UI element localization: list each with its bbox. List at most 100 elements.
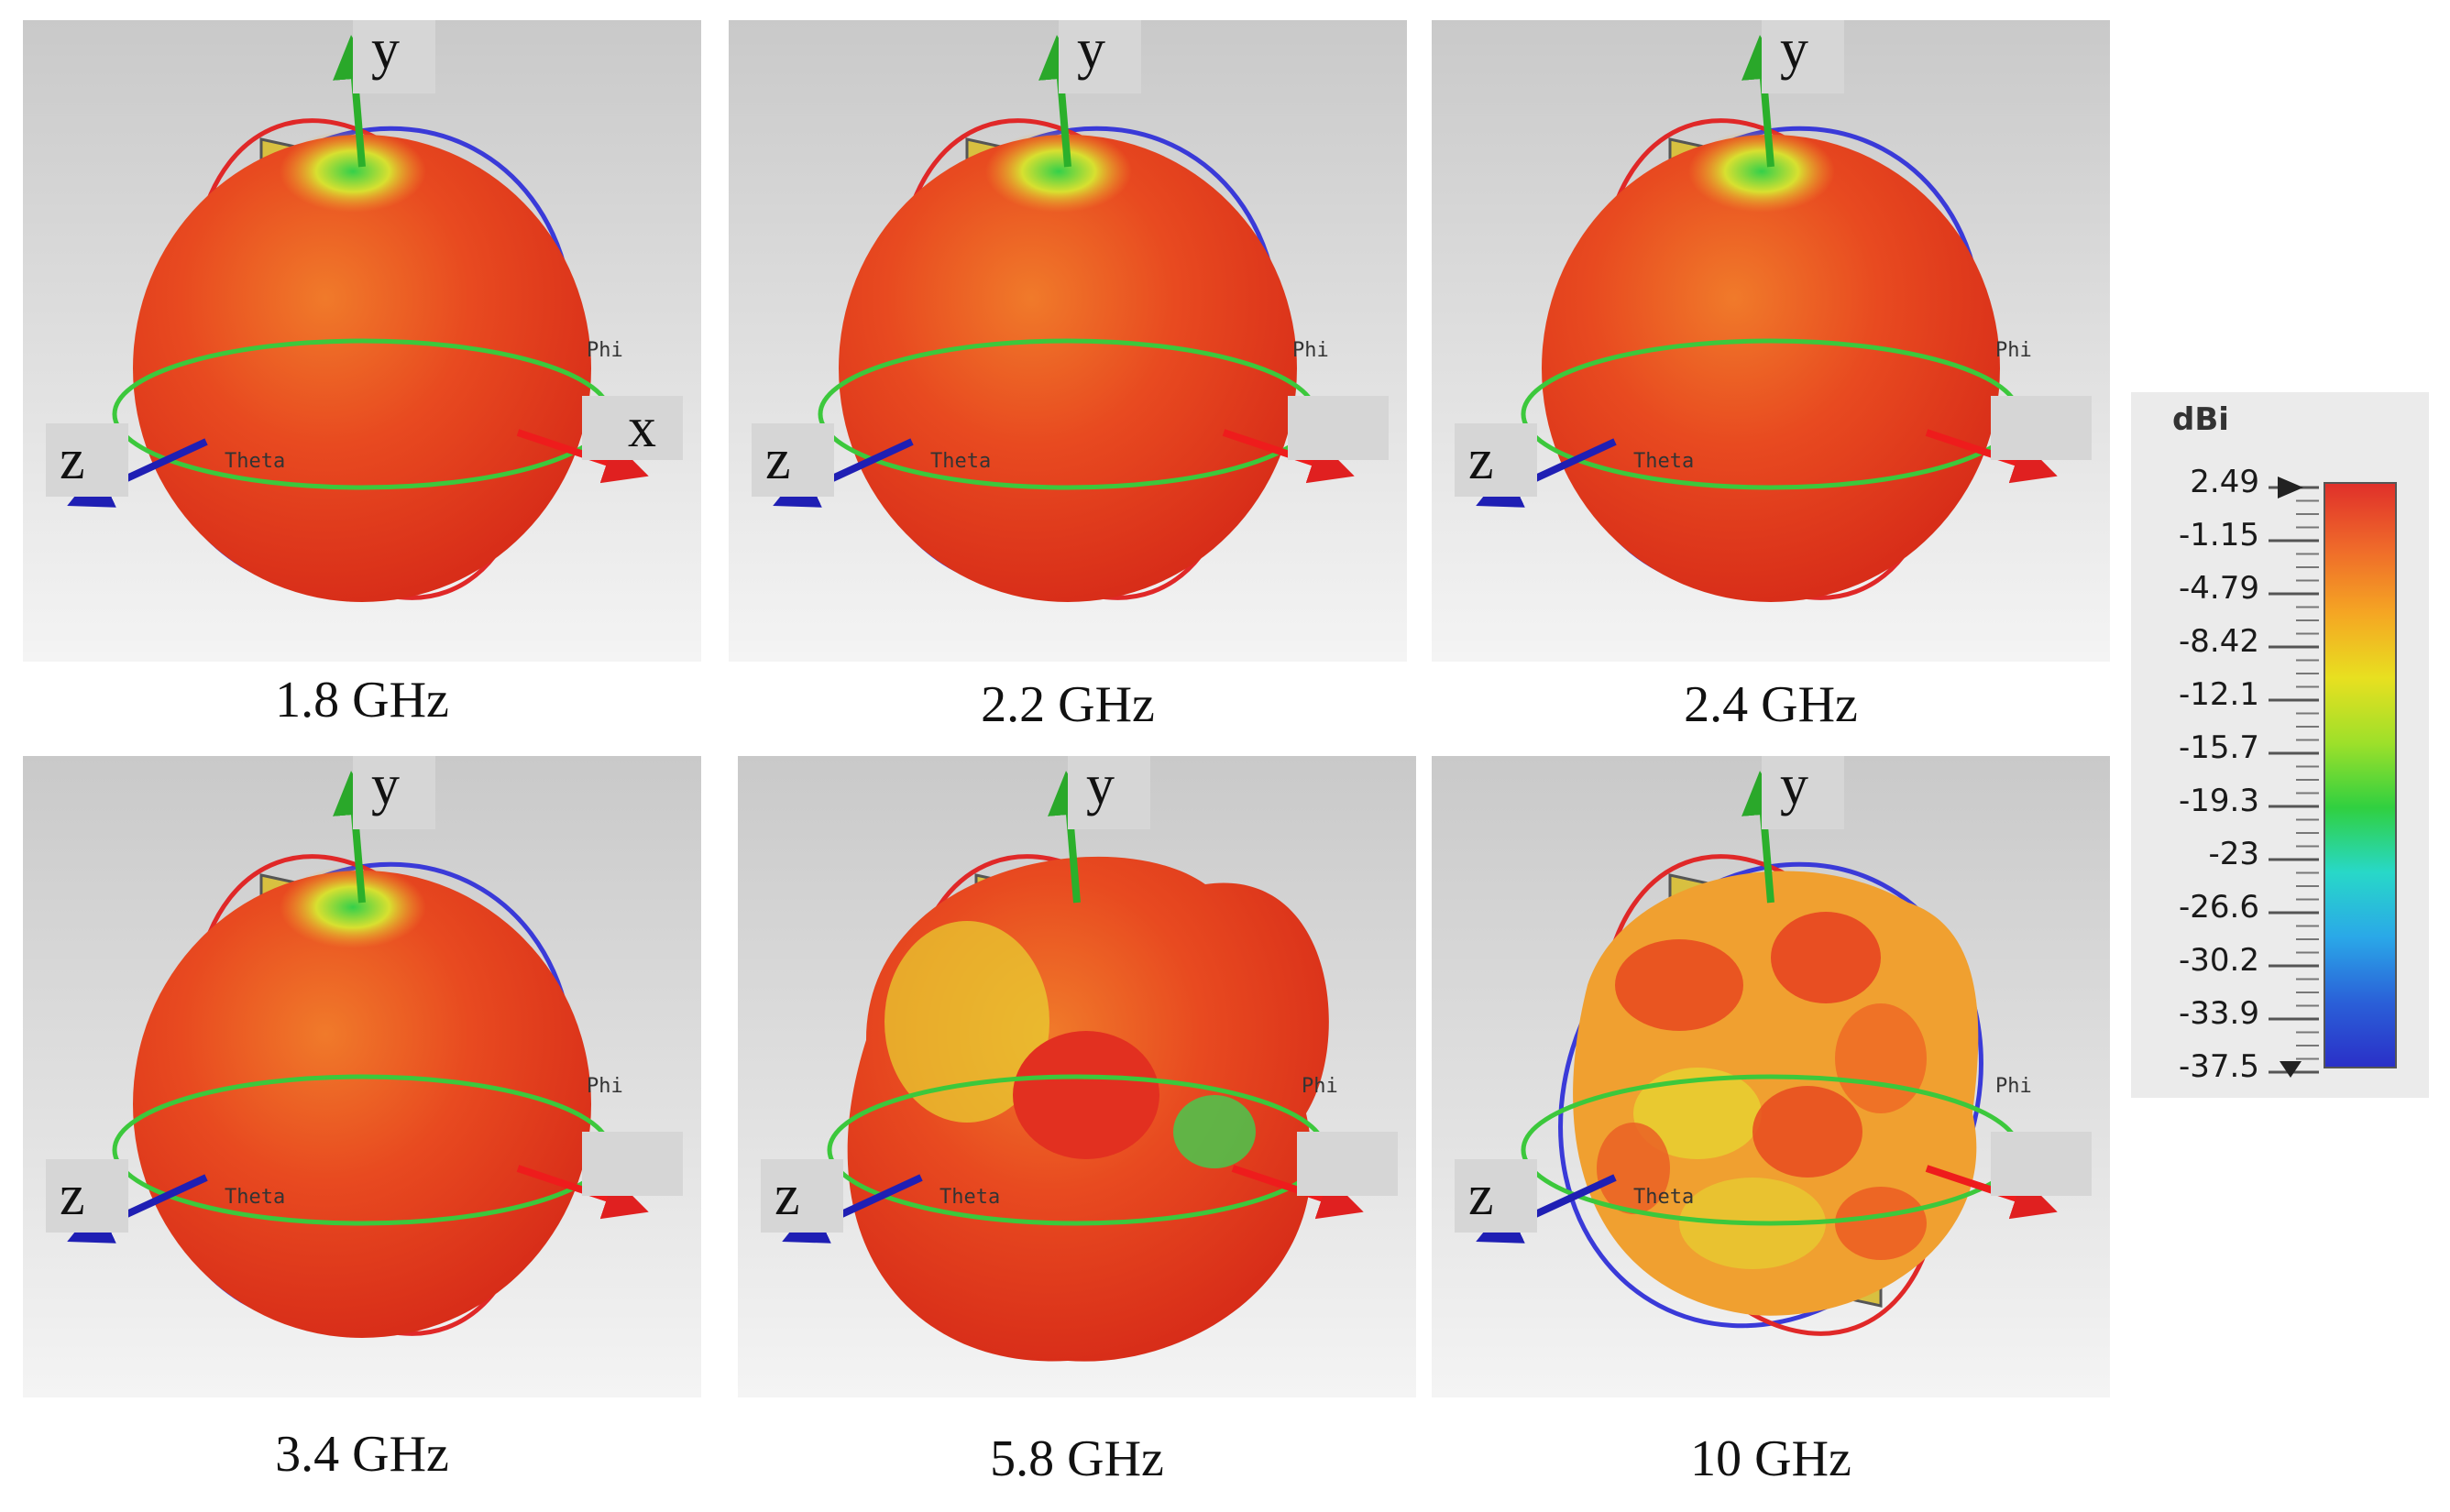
y-axis-label: y (371, 756, 400, 816)
z-axis-label: z (1468, 1165, 1494, 1227)
legend-tick: -23 (2208, 836, 2259, 872)
panel-caption-2: 2.2 GHz (981, 676, 1155, 733)
panel-caption-5: 5.8 GHz (990, 1430, 1164, 1487)
pattern-plot-1: y z x Theta Phi (23, 20, 701, 662)
legend-tick: -33.9 (2179, 995, 2259, 1032)
legend-color-bar (2324, 482, 2397, 1068)
pattern-lobe-region (1597, 1123, 1670, 1214)
panel-caption-6: 10 GHz (1690, 1430, 1851, 1487)
pattern-lobe-region (1615, 939, 1743, 1031)
y-label-box (353, 20, 435, 93)
x-label-box (1297, 1132, 1398, 1196)
y-axis-label: y (1086, 756, 1115, 816)
x-label-box (582, 396, 683, 460)
pattern-plot-3: y z Theta Phi (1432, 20, 2110, 662)
pattern-lobe-region (1835, 1187, 1927, 1260)
z-label-box (1455, 423, 1537, 497)
phi-label: Phi (587, 1075, 623, 1098)
phi-label: Phi (1995, 339, 2032, 362)
pattern-lobe-region (1835, 1003, 1927, 1113)
y-label-box (353, 756, 435, 829)
theta-label: Theta (1633, 450, 1694, 473)
z-axis-label: z (60, 429, 85, 491)
theta-label: Theta (930, 450, 991, 473)
x-axis-arrow (1231, 1165, 1364, 1220)
x-label-box (582, 1132, 683, 1196)
pattern-lobe-region (1771, 912, 1881, 1003)
pattern-null-region (985, 130, 1132, 213)
pattern-panel-2: y z Theta Phi 2.2 GHz (729, 20, 1407, 733)
legend-min-marker (2280, 1061, 2302, 1078)
x-axis-arrow (516, 1165, 649, 1220)
pattern-null-region (1173, 1095, 1256, 1168)
pattern-panel-5: y z Theta Phi 5.8 GHz (738, 756, 1416, 1487)
x-label-box (1288, 396, 1389, 460)
z-axis-label: z (775, 1165, 800, 1227)
pattern-lobe-region (1633, 1068, 1762, 1159)
pattern-panel-3: y z Theta Phi 2.4 GHz (1432, 20, 2110, 733)
legend-tick: 2.49 (2190, 464, 2259, 500)
pattern-null-region (280, 866, 426, 948)
radiation-pattern-solid (1542, 135, 2000, 602)
radiation-pattern-solid (839, 135, 1297, 602)
legend-title: dBi (2172, 401, 2229, 438)
theta-label: Theta (939, 1186, 1000, 1209)
phi-label: Phi (587, 339, 623, 362)
z-label-box (1455, 1159, 1537, 1233)
pattern-panel-6: y z Theta Phi 10 GHz (1432, 756, 2110, 1487)
pattern-null-region (280, 130, 426, 213)
legend-tick: -1.15 (2179, 517, 2259, 553)
z-axis-label: z (1468, 429, 1494, 491)
phi-label: Phi (1292, 339, 1329, 362)
legend-tick-marks (2269, 477, 2319, 1078)
panel-caption-3: 2.4 GHz (1684, 676, 1858, 733)
color-scale-legend: dBi 2.49 -1.15 -4.79 -8.42 -12.1 -15.7 -… (2131, 392, 2429, 1098)
z-axis-label: z (60, 1165, 85, 1227)
legend-max-marker (2278, 477, 2303, 499)
z-label-box (46, 423, 128, 497)
y-axis-label: y (1077, 20, 1105, 81)
pattern-plot-6: y z Theta Phi (1432, 756, 2110, 1397)
pattern-plot-2: y z Theta Phi (729, 20, 1407, 662)
legend-tick: -12.1 (2179, 676, 2259, 713)
legend-tick: -15.7 (2179, 729, 2259, 766)
radiation-pattern-solid (133, 135, 591, 602)
y-label-box (1762, 20, 1844, 93)
radiation-pattern-solid (133, 871, 591, 1338)
pattern-plot-5: y z Theta Phi (738, 756, 1416, 1397)
x-axis-label: x (628, 397, 656, 459)
legend-tick: -19.3 (2179, 783, 2259, 819)
pattern-null-region (1688, 130, 1835, 213)
legend-tick: -26.6 (2179, 889, 2259, 926)
y-label-box (1762, 756, 1844, 829)
legend-tick: -4.79 (2179, 570, 2259, 607)
pattern-panel-4: y z Theta Phi 3.4 GHz (23, 756, 701, 1483)
pattern-lobe-region (884, 921, 1049, 1123)
x-axis-arrow (1925, 1165, 2058, 1220)
z-label-box (46, 1159, 128, 1233)
y-label-box (1068, 756, 1150, 829)
x-axis-arrow (1925, 429, 2058, 484)
theta-label: Theta (1633, 1186, 1694, 1209)
legend-tick: -8.42 (2179, 623, 2259, 660)
phi-label: Phi (1995, 1075, 2032, 1098)
panel-caption-4: 3.4 GHz (275, 1426, 449, 1483)
y-axis-label: y (371, 20, 400, 81)
pattern-plot-4: y z Theta Phi (23, 756, 701, 1397)
pattern-panel-1: y z x Theta Phi 1.8 GHz (23, 20, 701, 729)
panel-caption-1: 1.8 GHz (275, 672, 449, 729)
legend-tick: -30.2 (2179, 942, 2259, 979)
phi-label: Phi (1302, 1075, 1338, 1098)
pattern-lobe-region (1752, 1086, 1862, 1178)
y-axis-label: y (1780, 20, 1808, 81)
x-label-box (1991, 1132, 2092, 1196)
y-label-box (1059, 20, 1141, 93)
x-axis-arrow (1222, 429, 1355, 484)
z-axis-label: z (765, 429, 791, 491)
theta-label: Theta (225, 450, 285, 473)
x-axis-arrow (516, 429, 649, 484)
y-axis-label: y (1780, 756, 1808, 816)
legend-tick: -37.5 (2179, 1048, 2259, 1085)
x-label-box (1991, 396, 2092, 460)
z-label-box (752, 423, 834, 497)
